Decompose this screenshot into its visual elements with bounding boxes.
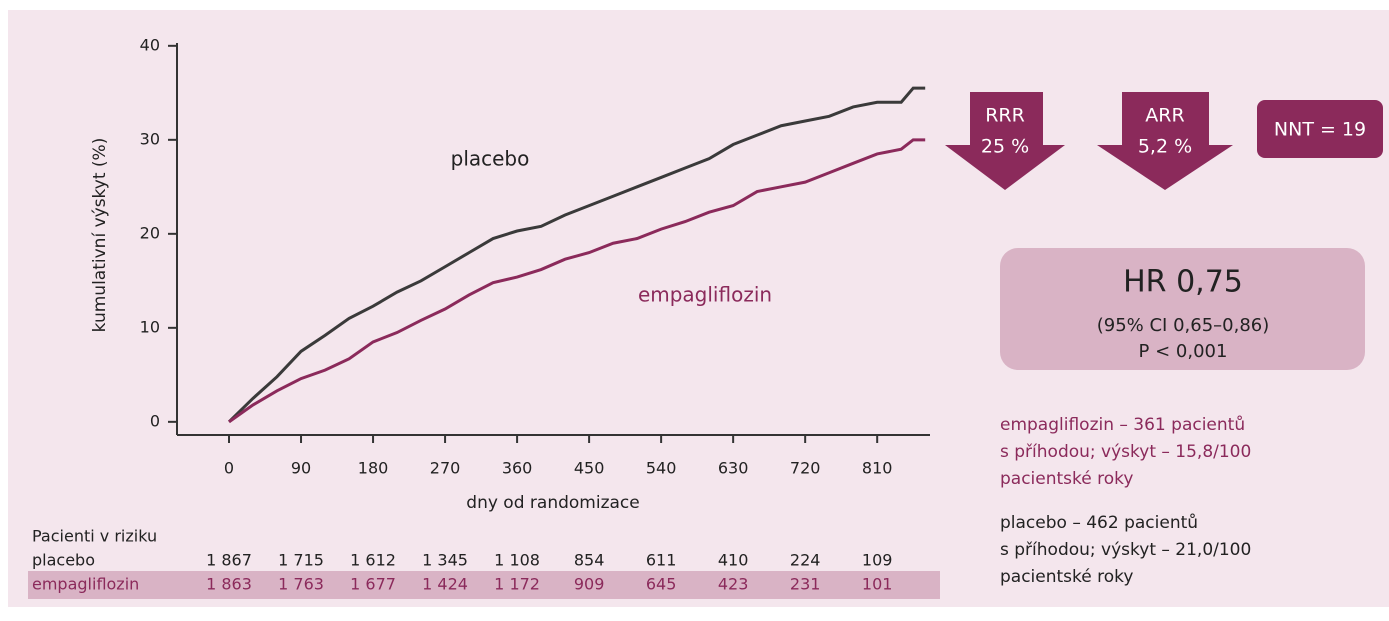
note-line: empagliflozin – 361 pacientů [1000,415,1245,435]
risk-cell: 909 [574,575,605,594]
x-tick-label: 360 [502,459,533,478]
note-line: s příhodou; výskyt – 21,0/100 [1000,540,1251,560]
risk-cell: 1 867 [206,551,252,570]
risk-cell: 645 [646,575,677,594]
risk-cell: 109 [862,551,893,570]
hr-title: HR 0,75 [1123,265,1243,300]
x-axis-title: dny od randomizace [466,493,639,513]
y-tick-label: 10 [140,317,160,336]
risk-cell: 231 [790,575,821,594]
series-line [227,86,926,423]
risk-title: Pacienti v riziku [32,527,157,546]
risk-cell: 1 763 [278,575,324,594]
badge-title: ARR [1145,105,1184,127]
series-label: placebo [451,147,530,171]
y-tick-label: 30 [140,129,160,148]
note-line: pacientské roky [1000,469,1133,489]
x-tick-label: 630 [718,459,749,478]
risk-cell: 611 [646,551,677,570]
y-tick-label: 0 [150,411,160,430]
risk-cell: 101 [862,575,893,594]
row-highlight [28,571,940,599]
x-tick-label: 270 [430,459,461,478]
risk-cell: 423 [718,575,749,594]
hr-ci: (95% CI 0,65–0,86) [1097,315,1270,336]
risk-row-label: empagliflozin [32,575,139,594]
risk-cell: 1 863 [206,575,252,594]
risk-cell: 1 172 [494,575,540,594]
hr-box [1000,248,1365,370]
nnt-badge [1257,100,1383,158]
x-tick-label: 450 [574,459,605,478]
badge-value: 25 % [981,136,1029,158]
series-line [228,138,926,424]
hr-p: P < 0,001 [1139,341,1228,362]
note-line: pacientské roky [1000,567,1133,587]
arrow-badge [1097,92,1233,190]
badge-title: NNT = 19 [1274,119,1366,141]
series-label: empagliflozin [638,283,772,307]
risk-cell: 1 612 [350,551,396,570]
risk-cell: 1 715 [278,551,324,570]
note-line: s příhodou; výskyt – 15,8/100 [1000,442,1251,462]
badge-value: 5,2 % [1138,136,1192,158]
x-tick-label: 0 [224,459,234,478]
risk-row-label: placebo [32,551,95,570]
arrow-badge [945,92,1065,190]
risk-cell: 1 108 [494,551,540,570]
risk-cell: 224 [790,551,821,570]
x-tick-label: 180 [358,459,389,478]
y-tick-label: 40 [140,35,160,54]
x-tick-label: 540 [646,459,677,478]
note-line: placebo – 462 pacientů [1000,513,1198,533]
badge-title: RRR [985,105,1025,127]
risk-cell: 1 345 [422,551,468,570]
x-tick-label: 90 [291,459,311,478]
risk-cell: 1 677 [350,575,396,594]
y-tick-label: 20 [140,223,160,242]
risk-cell: 410 [718,551,749,570]
risk-cell: 854 [574,551,605,570]
y-axis-title: kumulativní výskyt (%) [90,138,110,333]
x-tick-label: 720 [790,459,821,478]
x-tick-label: 810 [862,459,893,478]
risk-cell: 1 424 [422,575,468,594]
